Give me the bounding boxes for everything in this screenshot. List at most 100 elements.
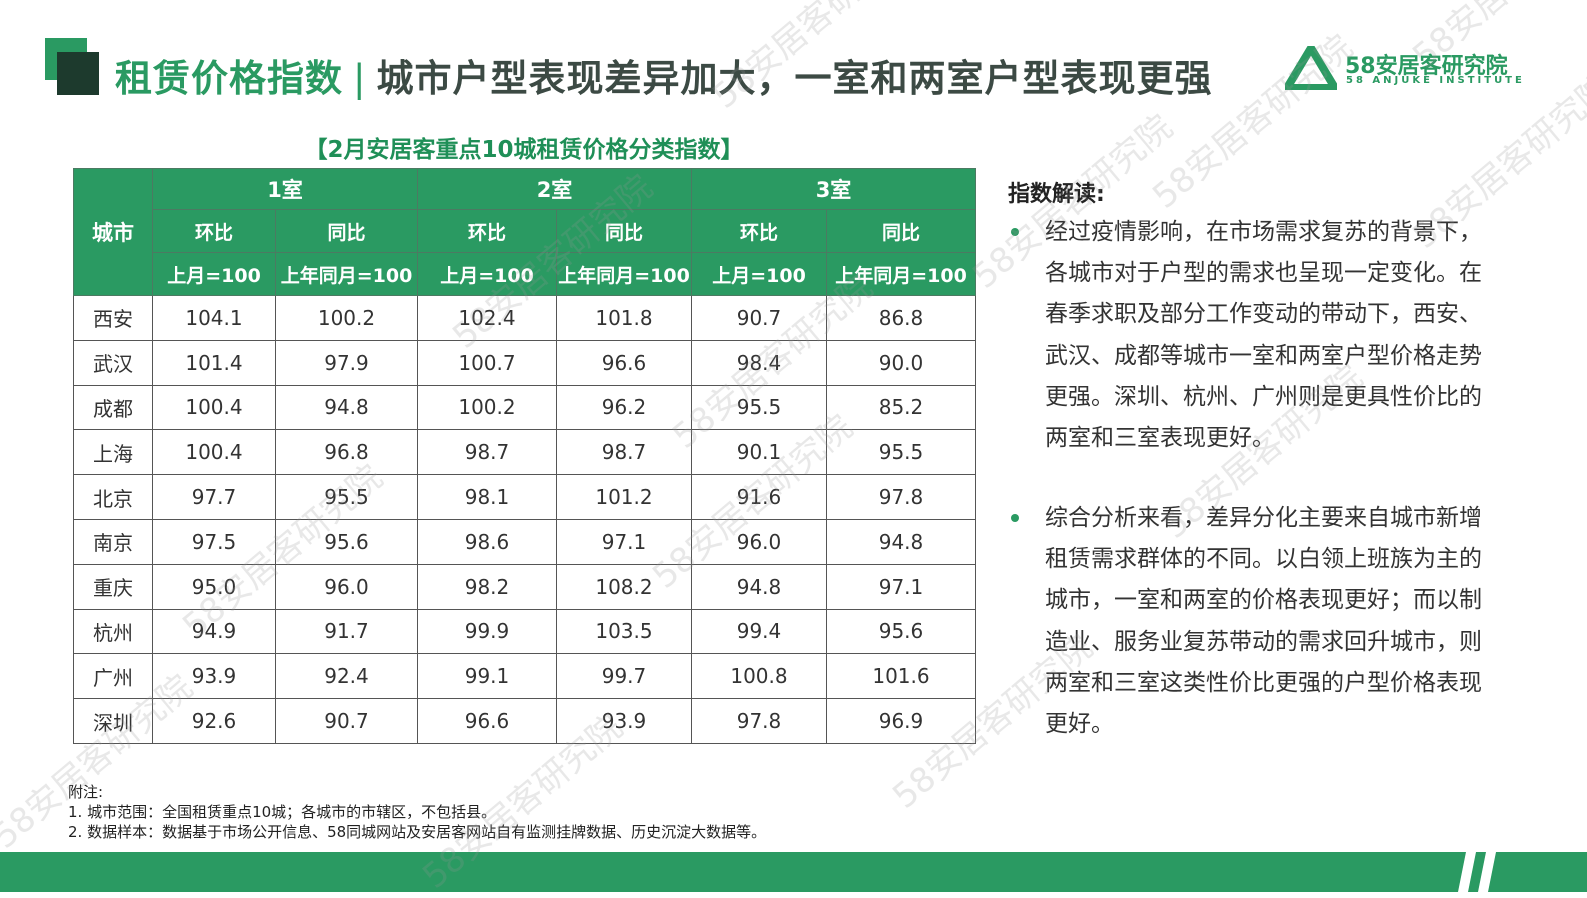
title-main: 租赁价格指数 bbox=[115, 57, 343, 100]
value-cell: 101.4 bbox=[152, 339, 276, 386]
value-cell: 108.2 bbox=[556, 563, 692, 610]
value-cell: 94.8 bbox=[275, 384, 418, 431]
data-row: 北京 97.7 95.5 98.1 101.2 91.6 97.8 bbox=[73, 474, 976, 520]
value-cell: 100.4 bbox=[152, 429, 276, 476]
value-cell: 94.8 bbox=[691, 563, 827, 610]
group-header: 2室 bbox=[417, 168, 692, 210]
value-cell: 100.8 bbox=[691, 653, 827, 700]
value-cell: 95.6 bbox=[826, 608, 976, 655]
title-separator: | bbox=[353, 57, 367, 100]
value-cell: 98.1 bbox=[417, 474, 557, 520]
value-cell: 92.6 bbox=[152, 698, 276, 744]
title: 租赁价格指数 | 城市户型表现差异加大，一室和两室户型表现更强 bbox=[115, 48, 1212, 102]
city-cell: 武汉 bbox=[73, 339, 153, 386]
index-table: 城市 1室 2室 3室 环比 同比 环比 同比 环比 同比 上月=100 上年同月=100 上月=100… bbox=[73, 168, 976, 744]
logo-name: 58安居客研究院 bbox=[1345, 54, 1508, 79]
base-header: 上月=100 bbox=[152, 252, 276, 296]
footer-bar bbox=[0, 852, 1587, 892]
value-cell: 98.6 bbox=[417, 518, 557, 565]
value-cell: 99.9 bbox=[417, 608, 557, 655]
value-cell: 93.9 bbox=[152, 653, 276, 700]
data-row: 武汉 101.4 97.9 100.7 96.6 98.4 90.0 bbox=[73, 339, 976, 386]
footer-stripes bbox=[1458, 852, 1496, 892]
base-header: 上年同月=100 bbox=[556, 252, 692, 296]
city-cell: 杭州 bbox=[73, 608, 153, 655]
header-row: 环比 同比 环比 同比 环比 同比 bbox=[74, 209, 976, 253]
base-header: 上月=100 bbox=[417, 252, 557, 296]
data-row: 广州 93.9 92.4 99.1 99.7 100.8 101.6 bbox=[73, 653, 976, 700]
title-sub: 城市户型表现差异加大，一室和两室户型表现更强 bbox=[376, 57, 1213, 100]
base-header: 上年同月=100 bbox=[826, 252, 976, 296]
note: 1. 城市范围：全国租赁重点10城；各城市的市辖区，不包括县。 bbox=[68, 803, 497, 821]
value-cell: 96.6 bbox=[417, 698, 557, 744]
logo-en: 58 ANJUKE INSTITUTE bbox=[1346, 75, 1525, 86]
logo-icon bbox=[1285, 46, 1337, 90]
value-cell: 97.5 bbox=[152, 518, 276, 565]
value-cell: 104.1 bbox=[152, 295, 276, 341]
value-cell: 93.9 bbox=[556, 698, 692, 744]
city-cell: 西安 bbox=[73, 295, 153, 341]
city-cell: 南京 bbox=[73, 518, 153, 565]
value-cell: 96.6 bbox=[556, 339, 692, 386]
value-cell: 97.1 bbox=[556, 518, 692, 565]
data-row: 上海 100.4 96.8 98.7 98.7 90.1 95.5 bbox=[73, 429, 976, 476]
value-cell: 92.4 bbox=[275, 653, 418, 700]
data-row: 杭州 94.9 91.7 99.9 103.5 99.4 95.6 bbox=[73, 608, 976, 655]
value-cell: 100.7 bbox=[417, 339, 557, 386]
value-cell: 95.5 bbox=[275, 474, 418, 520]
city-cell: 上海 bbox=[73, 429, 153, 476]
value-cell: 90.7 bbox=[275, 698, 418, 744]
value-cell: 97.8 bbox=[826, 474, 976, 520]
data-row: 深圳 92.6 90.7 96.6 93.9 97.8 96.9 bbox=[73, 698, 976, 744]
city-cell: 重庆 bbox=[73, 563, 153, 610]
sub-header: 环比 bbox=[417, 209, 557, 253]
value-cell: 96.0 bbox=[691, 518, 827, 565]
city-header: 城市 bbox=[73, 168, 153, 296]
value-cell: 98.7 bbox=[556, 429, 692, 476]
commentary-heading: 指数解读: bbox=[1008, 182, 1105, 207]
bullet-dot bbox=[1011, 228, 1019, 236]
value-cell: 91.7 bbox=[275, 608, 418, 655]
value-cell: 94.8 bbox=[826, 518, 976, 565]
header-icon-dark bbox=[57, 52, 99, 95]
data-row: 重庆 95.0 96.0 98.2 108.2 94.8 97.1 bbox=[73, 563, 976, 610]
value-cell: 91.6 bbox=[691, 474, 827, 520]
data-row: 成都 100.4 94.8 100.2 96.2 95.5 85.2 bbox=[73, 384, 976, 431]
value-cell: 97.8 bbox=[691, 698, 827, 744]
value-cell: 96.8 bbox=[275, 429, 418, 476]
value-cell: 101.2 bbox=[556, 474, 692, 520]
value-cell: 99.7 bbox=[556, 653, 692, 700]
base-header: 上年同月=100 bbox=[275, 252, 418, 296]
value-cell: 97.9 bbox=[275, 339, 418, 386]
value-cell: 96.2 bbox=[556, 384, 692, 431]
value-cell: 100.2 bbox=[417, 384, 557, 431]
sub-header: 同比 bbox=[826, 209, 976, 253]
value-cell: 99.4 bbox=[691, 608, 827, 655]
city-cell: 广州 bbox=[73, 653, 153, 700]
city-cell: 北京 bbox=[73, 474, 153, 520]
value-cell: 90.1 bbox=[691, 429, 827, 476]
value-cell: 95.5 bbox=[691, 384, 827, 431]
value-cell: 95.5 bbox=[826, 429, 976, 476]
value-cell: 98.4 bbox=[691, 339, 827, 386]
sub-header: 环比 bbox=[152, 209, 276, 253]
value-cell: 102.4 bbox=[417, 295, 557, 341]
value-cell: 99.1 bbox=[417, 653, 557, 700]
value-cell: 101.6 bbox=[826, 653, 976, 700]
note: 2. 数据样本：数据基于市场公开信息、58同城网站及安居客网站自有监测挂牌数据、… bbox=[68, 823, 767, 841]
notes-heading: 附注: bbox=[68, 783, 104, 801]
bullet-dot bbox=[1011, 514, 1019, 522]
value-cell: 90.0 bbox=[826, 339, 976, 386]
city-cell: 成都 bbox=[73, 384, 153, 431]
value-cell: 100.4 bbox=[152, 384, 276, 431]
value-cell: 97.1 bbox=[826, 563, 976, 610]
group-header: 3室 bbox=[691, 168, 976, 210]
data-row: 西安 104.1 100.2 102.4 101.8 90.7 86.8 bbox=[73, 295, 976, 341]
value-cell: 95.6 bbox=[275, 518, 418, 565]
value-cell: 100.2 bbox=[275, 295, 418, 341]
value-cell: 85.2 bbox=[826, 384, 976, 431]
value-cell: 96.9 bbox=[826, 698, 976, 744]
header-row: 城市 1室 2室 3室 bbox=[73, 168, 976, 296]
group-header: 1室 bbox=[152, 168, 418, 210]
